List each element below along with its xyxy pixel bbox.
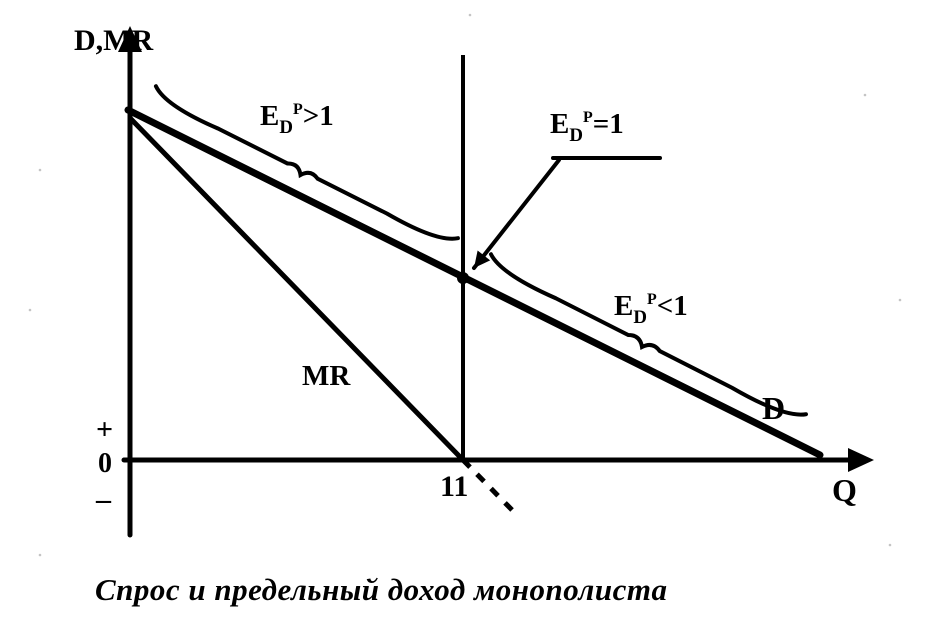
demand-curve-label: D [762,390,785,427]
zero-label: 0 [98,448,112,480]
minus-label: – [96,483,111,517]
elasticity-gt1-label: EDP>1 [260,100,334,138]
plus-label: + [96,413,113,447]
figure-caption: Спрос и предельный доход монополиста [95,572,667,608]
y-axis-label: D,MR [74,24,153,58]
elasticity-eq1-label: EDP=1 [550,108,624,146]
mr-curve-label: MR [302,360,350,393]
elasticity-lt1-label: EDP<1 [614,290,688,328]
x-tick-label: 11 [440,470,468,504]
x-axis-label: Q [832,472,857,509]
